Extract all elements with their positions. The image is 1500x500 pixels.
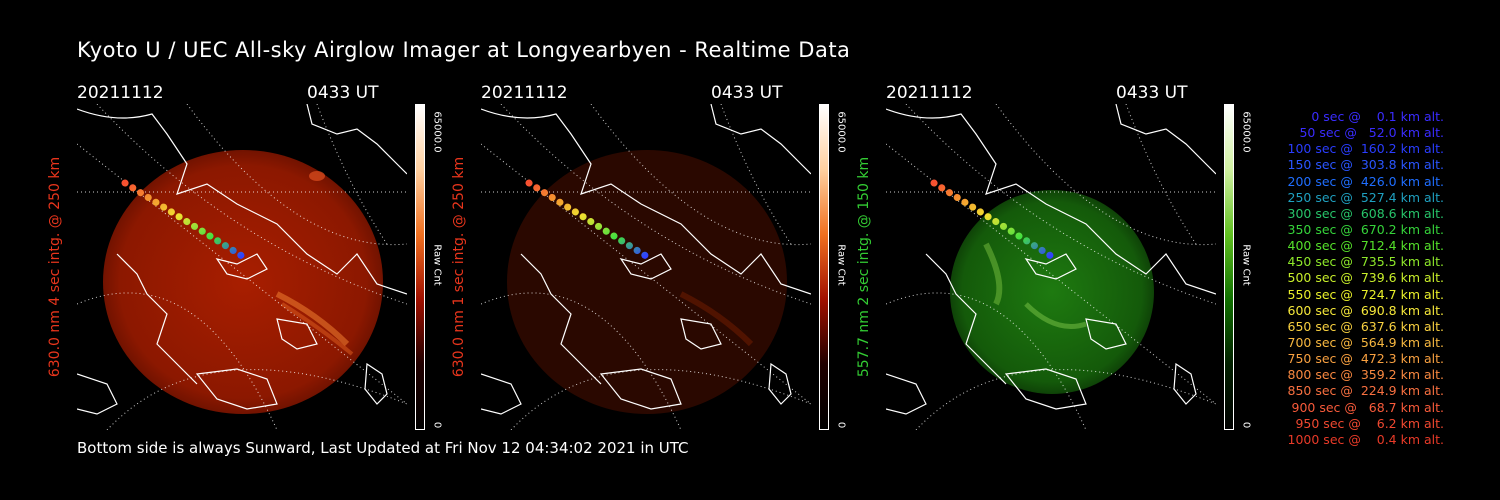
panel-date: 20211112 [77, 83, 164, 103]
legend-row: 250 sec @ 527.4 km alt. [1283, 189, 1445, 205]
sky-disc [507, 150, 787, 414]
legend-row: 900 sec @ 68.7 km alt. [1287, 399, 1444, 415]
legend-row: 800 sec @ 359.2 km alt. [1283, 367, 1445, 383]
panel-time: 0433 UT [307, 83, 379, 103]
colorbar [1224, 104, 1234, 430]
legend-row: 450 sec @ 735.5 km alt. [1283, 254, 1445, 270]
legend-row: 50 sec @ 52.0 km alt. [1291, 125, 1444, 141]
legend-row: 100 sec @ 160.2 km alt. [1283, 141, 1445, 157]
coastlines [77, 104, 407, 415]
airglow-panel-5577-2sec: 20211112 0433 UT 557.7 nm 2 sec intg. @ … [856, 80, 1252, 430]
trajectory-altitude-legend: 0 sec @ 0.1 km alt. 50 sec @ 52.0 km alt… [1262, 109, 1445, 448]
legend-row: 950 sec @ 6.2 km alt. [1291, 415, 1444, 431]
panel-time: 0433 UT [711, 83, 783, 103]
legend-row: 650 sec @ 637.6 km alt. [1283, 318, 1445, 334]
sky-disc [950, 190, 1154, 394]
colorbar-max: 65000.0 [431, 111, 443, 153]
legend-row: 0 sec @ 0.1 km alt. [1299, 109, 1444, 124]
legend-row: 500 sec @ 739.6 km alt. [1283, 270, 1445, 286]
page-title: Kyoto U / UEC All-sky Airglow Imager at … [77, 38, 851, 62]
trajectory-track [930, 179, 1055, 260]
panel-date: 20211112 [886, 83, 973, 103]
airglow-image-630-4sec [77, 104, 407, 430]
legend-row: 1000 sec @ 0.4 km alt. [1287, 431, 1444, 447]
grid-lines [886, 104, 1216, 430]
colorbar-min: 0 [431, 421, 443, 429]
panel-time: 0433 UT [1116, 83, 1188, 103]
trajectory-track [525, 179, 650, 260]
legend-row: 750 sec @ 472.3 km alt. [1283, 351, 1445, 367]
panel-ylabel: 557.7 nm 2 sec intg. @ 150 km [856, 156, 872, 378]
legend-row: 200 sec @ 426.0 km alt. [1283, 173, 1445, 189]
coastlines [886, 104, 1216, 415]
legend-row: 550 sec @ 724.7 km alt. [1283, 286, 1445, 302]
panel-ylabel: 630.0 nm 1 sec intg. @ 250 km [451, 156, 467, 378]
coastlines [481, 104, 811, 415]
panel-date: 20211112 [481, 83, 568, 103]
legend-row: 400 sec @ 712.4 km alt. [1283, 238, 1445, 254]
grid-lines [77, 104, 407, 430]
colorbar-unit: Raw Cnt [1240, 244, 1252, 286]
legend-row: 350 sec @ 670.2 km alt. [1283, 221, 1445, 237]
colorbar [819, 104, 829, 430]
panel-ylabel: 630.0 nm 4 sec intg. @ 250 km [47, 156, 63, 378]
sky-disc [103, 150, 383, 414]
colorbar-max: 65000.0 [835, 111, 847, 153]
legend-row: 600 sec @ 690.8 km alt. [1283, 302, 1445, 318]
colorbar-max: 65000.0 [1240, 111, 1252, 153]
footer-note: Bottom side is always Sunward, Last Upda… [77, 439, 689, 457]
legend-row: 150 sec @ 303.8 km alt. [1283, 157, 1445, 173]
colorbar [415, 104, 425, 430]
airglow-image-5577-2sec [886, 104, 1216, 430]
airglow-panel-630-4sec: 20211112 0433 UT 630.0 nm 4 sec intg. @ … [47, 80, 443, 430]
airglow-panel-630-1sec: 20211112 0433 UT 630.0 nm 1 sec intg. @ … [451, 80, 847, 430]
trajectory-track [121, 179, 246, 260]
colorbar-min: 0 [835, 421, 847, 429]
colorbar-unit: Raw Cnt [835, 244, 847, 286]
legend-row: 700 sec @ 564.9 km alt. [1283, 334, 1445, 350]
legend-row: 300 sec @ 608.6 km alt. [1283, 205, 1445, 221]
colorbar-min: 0 [1240, 421, 1252, 429]
airglow-image-630-1sec [481, 104, 811, 430]
colorbar-unit: Raw Cnt [431, 244, 443, 286]
grid-lines [481, 104, 811, 430]
legend-row: 850 sec @ 224.9 km alt. [1283, 383, 1445, 399]
